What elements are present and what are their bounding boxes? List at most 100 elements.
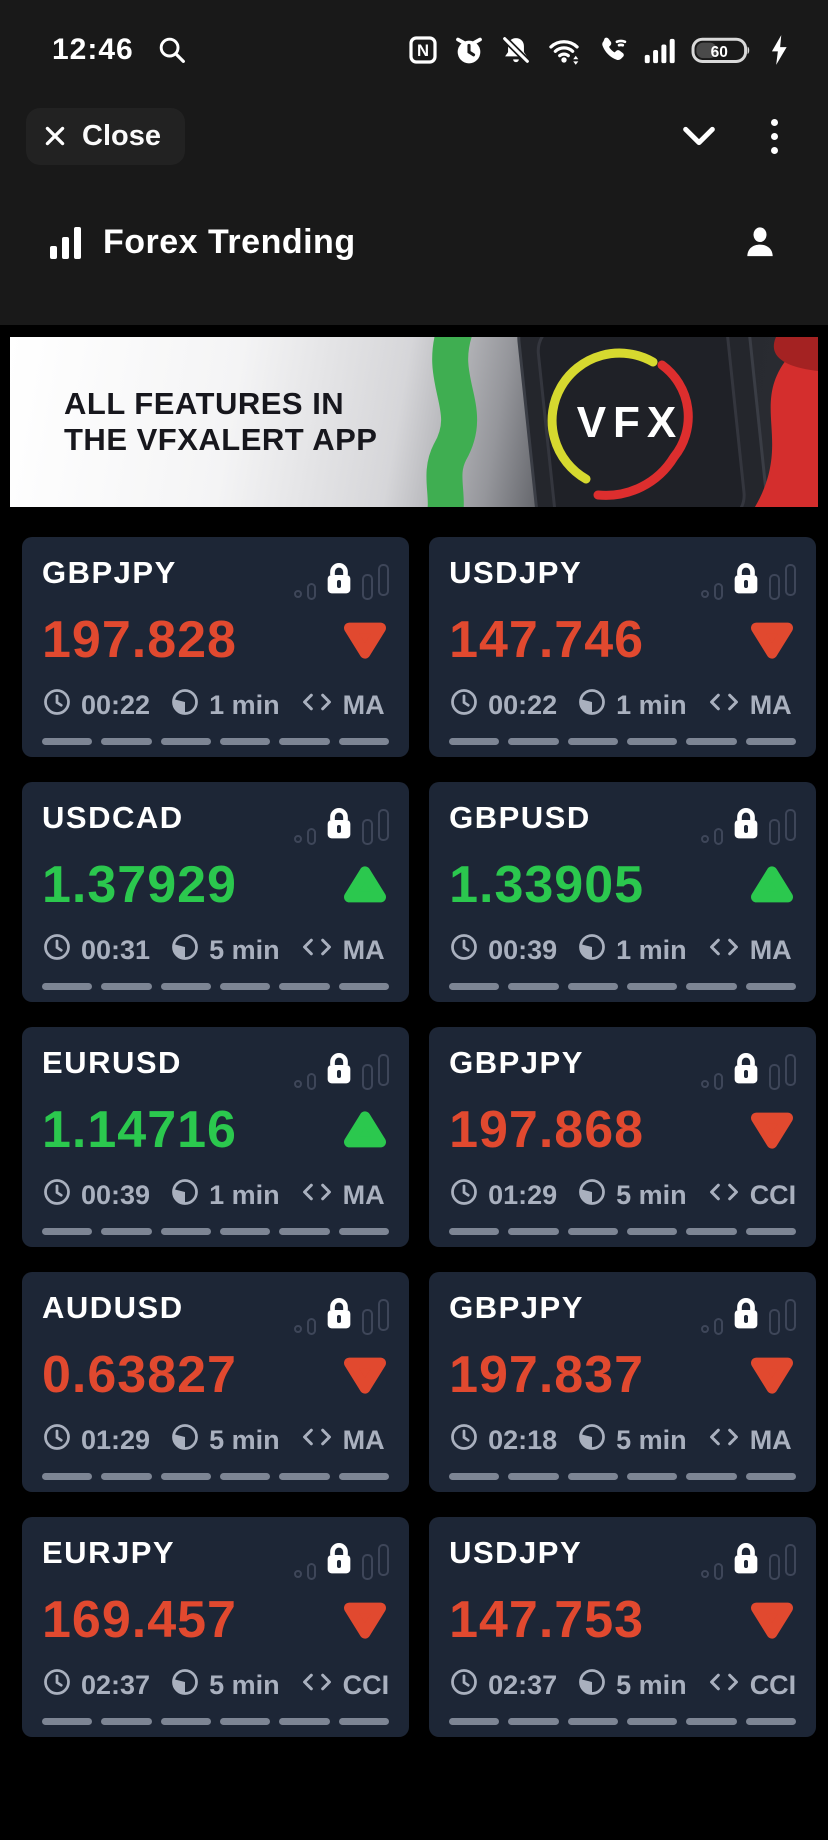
status-icons: N 60 (407, 33, 792, 67)
person-icon[interactable] (740, 222, 780, 262)
clock-icon (42, 1177, 72, 1214)
countdown-value: 00:22 (488, 690, 558, 720)
direction-arrow-icon (341, 864, 389, 906)
direction-arrow-icon (748, 1109, 796, 1151)
signal-card[interactable]: EURJPY 169.457 02:37 (22, 1517, 410, 1737)
timeframe-value: 5 min (616, 1180, 687, 1210)
chevron-down-icon[interactable] (679, 121, 719, 151)
direction-arrow-icon (748, 864, 796, 906)
timeframe: 1 min (577, 932, 687, 969)
progress-segments (449, 1718, 797, 1725)
nfc-icon: N (407, 34, 439, 66)
signal-card[interactable]: AUDUSD 0.63827 01:29 (22, 1272, 410, 1492)
clock-icon (449, 1422, 479, 1459)
signal-strength-icon (642, 33, 678, 67)
signal-card[interactable]: USDJPY 147.746 00:22 (429, 537, 817, 757)
signal-card[interactable]: EURUSD 1.14716 00:39 (22, 1027, 410, 1247)
direction-arrow-icon (341, 1109, 389, 1151)
countdown: 01:29 (42, 1422, 150, 1459)
locked-signal-strength-icon (294, 555, 390, 604)
price-value: 147.746 (449, 611, 645, 669)
countdown-value: 01:29 (81, 1425, 151, 1455)
price-value: 197.868 (449, 1101, 645, 1159)
code-brackets-icon (707, 1179, 741, 1212)
locked-signal-strength-icon (701, 555, 797, 604)
code-brackets-icon (300, 1669, 334, 1702)
locked-signal-strength-icon (294, 1045, 390, 1094)
indicator: CCI (707, 1179, 796, 1212)
charging-bolt-icon (766, 33, 792, 67)
search-icon[interactable] (156, 34, 188, 66)
indicator-value: MA (342, 935, 385, 965)
signal-card[interactable]: GBPJPY 197.837 02:18 (429, 1272, 817, 1492)
countdown-value: 00:22 (81, 690, 151, 720)
timeframe: 5 min (577, 1667, 687, 1704)
promo-banner[interactable]: VFX ALL FEATURES IN THE VFXALERT APP (10, 337, 818, 507)
progress-segments (449, 1228, 797, 1235)
close-icon (42, 123, 68, 149)
currency-pair-label: GBPJPY (449, 1045, 584, 1080)
countdown-value: 01:29 (488, 1180, 558, 1210)
locked-signal-strength-icon (701, 1290, 797, 1339)
wifi-calling-icon (595, 33, 629, 67)
signal-cards-grid: GBPJPY 197.828 00:22 (0, 537, 828, 1737)
close-button[interactable]: Close (26, 107, 185, 165)
countdown: 00:22 (449, 687, 557, 724)
close-label: Close (82, 119, 161, 152)
timer-pie-icon (577, 1422, 607, 1459)
countdown-value: 02:18 (488, 1425, 558, 1455)
countdown: 02:37 (42, 1667, 150, 1704)
indicator: MA (300, 934, 385, 967)
progress-segments (42, 738, 390, 745)
lock-icon (726, 557, 766, 604)
lock-icon (319, 802, 359, 849)
clock-icon (449, 1177, 479, 1214)
progress-segments (449, 983, 797, 990)
timer-pie-icon (170, 1422, 200, 1459)
alarm-icon (452, 33, 486, 67)
locked-signal-strength-icon (701, 1535, 797, 1584)
direction-arrow-icon (341, 619, 389, 661)
countdown-value: 00:39 (81, 1180, 151, 1210)
battery-icon: 60 (691, 33, 753, 67)
locked-signal-strength-icon (294, 1535, 390, 1584)
lock-icon (726, 1047, 766, 1094)
progress-segments (449, 1473, 797, 1480)
currency-pair-label: GBPJPY (42, 555, 177, 590)
progress-segments (42, 1718, 390, 1725)
timeframe: 1 min (170, 1177, 280, 1214)
indicator-value: MA (342, 1180, 385, 1210)
locked-signal-strength-icon (294, 800, 390, 849)
timeframe: 5 min (170, 1422, 280, 1459)
timeframe-value: 1 min (209, 1180, 280, 1210)
signal-card[interactable]: GBPJPY 197.868 01:29 (429, 1027, 817, 1247)
battery-percent: 60 (711, 44, 728, 61)
lock-icon (319, 1537, 359, 1584)
lock-icon (319, 1047, 359, 1094)
clock-icon (449, 932, 479, 969)
signal-card[interactable]: USDCAD 1.37929 00:31 (22, 782, 410, 1002)
clock-icon (42, 1667, 72, 1704)
countdown-value: 02:37 (488, 1670, 558, 1700)
signal-card[interactable]: GBPJPY 197.828 00:22 (22, 537, 410, 757)
kebab-menu-icon[interactable] (767, 115, 782, 158)
indicator: MA (300, 689, 385, 722)
code-brackets-icon (707, 934, 741, 967)
countdown: 02:37 (449, 1667, 557, 1704)
lock-icon (726, 802, 766, 849)
signal-card[interactable]: USDJPY 147.753 02:37 (429, 1517, 817, 1737)
progress-segments (42, 983, 390, 990)
timeframe: 1 min (577, 687, 687, 724)
banner-text: ALL FEATURES IN THE VFXALERT APP (64, 386, 377, 458)
currency-pair-label: EURJPY (42, 1535, 176, 1570)
signal-card[interactable]: GBPUSD 1.33905 00:39 (429, 782, 817, 1002)
direction-arrow-icon (748, 1599, 796, 1641)
toolbar: Close (0, 90, 828, 182)
timer-pie-icon (170, 932, 200, 969)
timeframe-value: 1 min (209, 690, 280, 720)
timer-pie-icon (170, 1667, 200, 1704)
countdown-value: 02:37 (81, 1670, 151, 1700)
currency-pair-label: USDJPY (449, 1535, 583, 1570)
indicator: CCI (300, 1669, 389, 1702)
lock-icon (726, 1292, 766, 1339)
